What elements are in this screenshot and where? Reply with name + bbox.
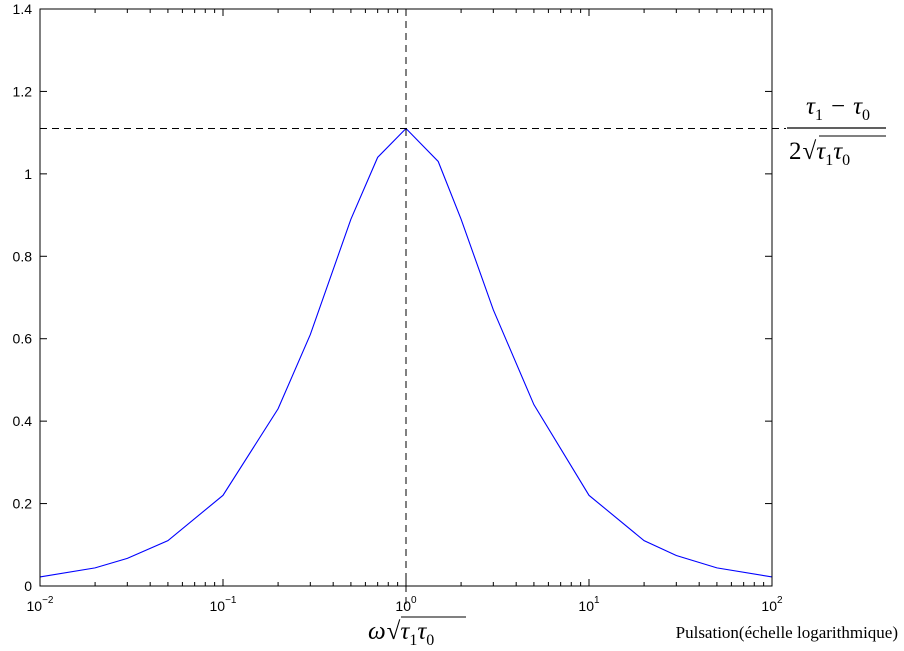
x-tick-label: 10−2 — [27, 595, 54, 614]
x-marker-label: ω√τ1τ0 — [368, 618, 434, 649]
y-tick-label: 0.4 — [13, 413, 33, 429]
y-tick-label: 1 — [24, 166, 32, 182]
y-tick-label: 1.4 — [13, 1, 33, 17]
ticks: 0 0.2 0.4 0.6 0.8 1 1.2 1.4 10−2 10−1 100 101 102 — [13, 1, 783, 614]
peak-annotation: τ1− τ0 2√τ1τ0 — [787, 93, 886, 169]
y-tick-label: 0.6 — [13, 331, 33, 347]
y-tick-label: 0 — [24, 578, 32, 594]
x-tick-label: 100 — [395, 595, 417, 614]
peak-annotation-numerator: τ1− τ0 — [806, 93, 870, 124]
x-tick-label: 101 — [578, 595, 600, 614]
y-tick-label: 1.2 — [13, 83, 33, 99]
x-tick-label: 10−1 — [210, 595, 237, 614]
x-tick-label: 102 — [761, 595, 783, 614]
x-axis-label: Pulsation(échelle logarithmique) — [676, 623, 898, 642]
y-tick-label: 0.2 — [13, 496, 33, 512]
y-tick-label: 0.8 — [13, 248, 33, 264]
x-marker-annotation: ω√τ1τ0 — [368, 617, 466, 649]
peak-annotation-denominator: 2√τ1τ0 — [789, 138, 850, 169]
reference-lines — [40, 9, 786, 604]
